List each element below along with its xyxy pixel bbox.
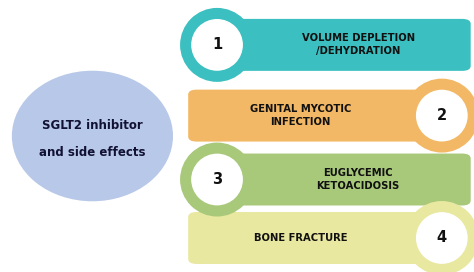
FancyBboxPatch shape — [199, 19, 471, 71]
Text: VOLUME DEPLETION
/DEHYDRATION: VOLUME DEPLETION /DEHYDRATION — [301, 33, 415, 56]
Ellipse shape — [416, 212, 468, 264]
FancyBboxPatch shape — [188, 90, 460, 142]
Ellipse shape — [180, 143, 254, 217]
Text: 4: 4 — [437, 230, 447, 246]
Text: GENITAL MYCOTIC
INFECTION: GENITAL MYCOTIC INFECTION — [250, 104, 351, 127]
Ellipse shape — [12, 71, 173, 201]
Ellipse shape — [416, 90, 468, 141]
Text: and side effects: and side effects — [39, 146, 146, 159]
Text: BONE FRACTURE: BONE FRACTURE — [254, 233, 347, 243]
Ellipse shape — [191, 154, 243, 205]
Text: EUGLYCEMIC
KETOACIDOSIS: EUGLYCEMIC KETOACIDOSIS — [317, 168, 400, 191]
FancyBboxPatch shape — [199, 153, 471, 206]
FancyBboxPatch shape — [188, 212, 460, 264]
Text: 3: 3 — [212, 172, 222, 187]
Text: 1: 1 — [212, 37, 222, 52]
Ellipse shape — [191, 19, 243, 71]
Ellipse shape — [405, 79, 474, 153]
Ellipse shape — [405, 201, 474, 272]
Text: SGLT2 inhibitor: SGLT2 inhibitor — [42, 119, 143, 132]
Text: 2: 2 — [437, 108, 447, 123]
Ellipse shape — [180, 8, 254, 82]
